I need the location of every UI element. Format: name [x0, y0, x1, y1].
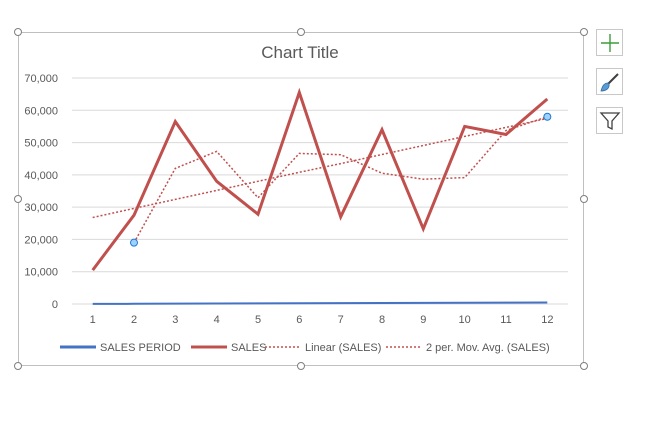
data-point[interactable]: [421, 143, 426, 148]
data-point[interactable]: [462, 134, 467, 139]
legend[interactable]: SALES PERIOD SALES Linear (SALES) 2 per. Mo…: [60, 342, 550, 354]
data-point[interactable]: [297, 151, 302, 156]
data-point[interactable]: [462, 124, 467, 129]
data-point[interactable]: [214, 301, 219, 306]
x-tick-label: 1: [90, 314, 96, 326]
chart-elements-button[interactable]: [596, 29, 623, 56]
data-point[interactable]: [214, 149, 219, 154]
y-tick-label: 30,000: [24, 202, 58, 214]
data-point[interactable]: [380, 171, 385, 176]
data-point[interactable]: [173, 119, 178, 124]
trendline-selection-handle[interactable]: [543, 112, 552, 121]
data-point[interactable]: [338, 161, 343, 166]
data-point[interactable]: [421, 300, 426, 305]
data-point[interactable]: [297, 301, 302, 306]
x-tick-label: 4: [214, 314, 220, 326]
x-tick-label: 7: [338, 314, 344, 326]
data-point[interactable]: [173, 166, 178, 171]
legend-label[interactable]: SALES: [231, 342, 266, 354]
resize-handle-top-right[interactable]: [580, 28, 588, 36]
data-point[interactable]: [297, 170, 302, 175]
paintbrush-icon: [599, 72, 619, 91]
y-tick-label: 20,000: [24, 234, 58, 246]
chart-filters-button[interactable]: [596, 107, 623, 134]
data-point[interactable]: [338, 301, 343, 306]
data-point[interactable]: [462, 300, 467, 305]
series-line-sales-period[interactable]: [92, 301, 548, 305]
x-tick-label: 5: [255, 314, 261, 326]
data-point[interactable]: [504, 128, 509, 133]
data-point[interactable]: [173, 301, 178, 306]
x-tick-label: 12: [541, 314, 553, 326]
x-tick-label: 6: [296, 314, 302, 326]
y-tick-label: 50,000: [24, 138, 58, 150]
chart-title[interactable]: Chart Title: [261, 43, 338, 62]
data-point[interactable]: [380, 301, 385, 306]
data-point[interactable]: [338, 152, 343, 157]
resize-handle-middle-left[interactable]: [14, 195, 22, 203]
data-point[interactable]: [421, 177, 426, 182]
data-point[interactable]: [421, 226, 426, 231]
data-point[interactable]: [545, 96, 550, 101]
resize-handle-top-middle[interactable]: [297, 28, 305, 36]
series-line-2-per-mov-avg-sales[interactable]: [133, 115, 548, 244]
resize-handle-bottom-right[interactable]: [580, 362, 588, 370]
data-point[interactable]: [545, 300, 550, 305]
x-tick-label: 3: [172, 314, 178, 326]
x-tick-label: 9: [420, 314, 426, 326]
data-point[interactable]: [90, 268, 95, 273]
resize-handle-bottom-middle[interactable]: [297, 362, 305, 370]
data-point[interactable]: [256, 212, 261, 217]
data-point[interactable]: [132, 206, 137, 211]
data-point[interactable]: [504, 300, 509, 305]
y-tick-label: 60,000: [24, 105, 58, 117]
y-tick-label: 10,000: [24, 267, 58, 279]
legend-label[interactable]: 2 per. Mov. Avg. (SALES): [426, 342, 550, 354]
trendline-selection-handle[interactable]: [130, 238, 138, 247]
resize-handle-middle-right[interactable]: [580, 195, 588, 203]
data-point[interactable]: [90, 215, 95, 220]
funnel-icon: [599, 111, 620, 130]
x-axis-tick-labels: 1 2 3 4 5 6 7 8 9 10 11 12: [90, 314, 554, 326]
resize-handle-top-left[interactable]: [14, 28, 22, 36]
series-line-sales[interactable]: [91, 87, 549, 272]
data-point[interactable]: [338, 214, 343, 219]
data-point[interactable]: [256, 301, 261, 306]
data-point[interactable]: [132, 213, 137, 218]
series-layer: [90, 87, 552, 306]
data-point[interactable]: [256, 179, 261, 184]
chart-area[interactable]: [18, 32, 584, 366]
series-line-linear-sales[interactable]: [92, 117, 548, 219]
chart-styles-button[interactable]: [596, 68, 623, 95]
data-point[interactable]: [214, 179, 219, 184]
x-tick-label: 11: [500, 314, 511, 326]
resize-handle-bottom-left[interactable]: [14, 362, 22, 370]
plus-icon: [600, 33, 619, 52]
data-point[interactable]: [214, 188, 219, 193]
legend-label[interactable]: SALES PERIOD: [100, 342, 181, 354]
data-point[interactable]: [90, 301, 95, 306]
data-point[interactable]: [173, 197, 178, 202]
y-tick-label: 40,000: [24, 170, 58, 182]
x-tick-label: 8: [379, 314, 385, 326]
y-tick-label: 0: [52, 299, 58, 311]
legend-label[interactable]: Linear (SALES): [305, 342, 381, 354]
data-point[interactable]: [297, 90, 302, 95]
data-point[interactable]: [256, 195, 261, 200]
data-point[interactable]: [380, 152, 385, 157]
data-point[interactable]: [462, 175, 467, 180]
gridlines: [72, 77, 568, 305]
x-tick-label: 2: [131, 314, 137, 326]
data-point[interactable]: [380, 127, 385, 132]
y-axis-tick-labels: 0 10,000 20,000 30,000 40,000 50,000 60,000 70,…: [24, 73, 58, 311]
data-point[interactable]: [132, 301, 137, 306]
y-tick-label: 70,000: [24, 73, 58, 85]
x-tick-label: 10: [459, 314, 471, 326]
